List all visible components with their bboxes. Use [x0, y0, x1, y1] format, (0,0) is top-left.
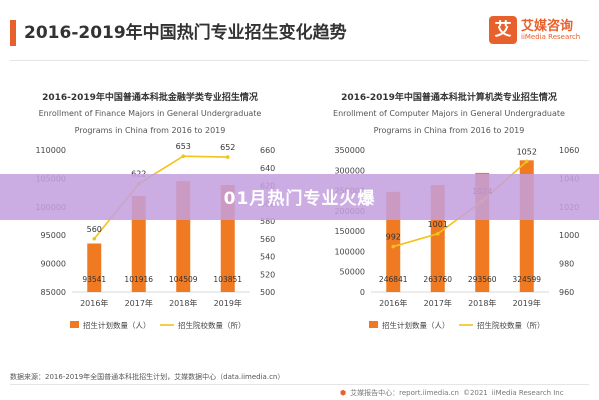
x-tick-label: 2019年	[214, 298, 242, 308]
iimedia-logo-icon: 艾	[489, 16, 517, 44]
page-title: 2016-2019年中国热门专业招生变化趋势	[24, 23, 347, 43]
x-tick-label: 2018年	[169, 298, 197, 308]
line-value-label: 1052	[517, 147, 537, 156]
iimedia-logo[interactable]: 艾 艾媒咨询 iiMedia Research	[489, 14, 589, 50]
data-source-note: 数据来源：2016-2019年全国普通本科批招生计划，艾媒数据中心（data.i…	[10, 373, 285, 381]
y-left-tick-label: 350000	[334, 146, 365, 155]
title-accent-bar	[10, 20, 16, 46]
y-left-tick-label: 110000	[35, 146, 66, 155]
logo-name-cn: 艾媒咨询	[521, 19, 574, 34]
line-point	[391, 244, 396, 249]
x-tick-label: 2018年	[468, 298, 496, 308]
y-right-tick-label: 500	[260, 288, 275, 297]
y-left-tick-label: 95000	[41, 231, 66, 240]
footer-company: iiMedia Research Inc	[491, 389, 564, 397]
y-left-tick-label: 100000	[334, 247, 365, 256]
line-value-label: 560	[87, 225, 102, 234]
footer-brand[interactable]: 艾媒报告中心：report.iimedia.cn	[350, 389, 459, 397]
x-tick-label: 2016年	[80, 298, 108, 308]
x-tick-label: 2017年	[125, 298, 153, 308]
y-left-tick-label: 85000	[41, 288, 66, 297]
y-left-tick-label: 300000	[334, 166, 365, 175]
line-value-label: 652	[220, 143, 235, 152]
line-value-label: 653	[176, 142, 191, 151]
y-left-tick-label: 0	[360, 288, 365, 297]
y-left-tick-label: 50000	[340, 268, 365, 277]
x-tick-label: 2016年	[379, 298, 407, 308]
legend-bar-swatch	[70, 321, 79, 328]
y-right-tick-label: 580	[260, 217, 275, 226]
line-point	[435, 231, 440, 236]
chart-subtitle-line: Enrollment of Computer Majors in General…	[333, 109, 565, 118]
line-point	[524, 159, 529, 164]
overlay-banner: 01月热门专业火爆	[0, 174, 599, 220]
line-point	[225, 155, 230, 159]
banner-text: 01月热门专业火爆	[223, 189, 376, 209]
footer: ⬢ 艾媒报告中心：report.iimedia.cn ©2021 iiMedia Re…	[340, 388, 568, 398]
legend-bar-label: 招生计划数量（人）	[382, 320, 450, 330]
y-right-tick-label: 960	[559, 288, 574, 297]
y-left-tick-label: 90000	[41, 260, 66, 269]
bar-value-label: 93541	[82, 275, 106, 284]
y-right-tick-label: 1060	[559, 146, 579, 155]
y-right-tick-label: 980	[559, 260, 574, 269]
legend-line-label: 招生院校数量（所）	[477, 320, 545, 330]
footer-logo-icon: ⬢	[340, 389, 347, 397]
y-right-tick-label: 560	[260, 235, 275, 244]
x-tick-label: 2019年	[513, 298, 541, 308]
y-right-tick-label: 520	[260, 270, 275, 279]
bar-value-label: 103851	[213, 275, 242, 284]
y-left-tick-label: 150000	[334, 227, 365, 236]
y-right-tick-label: 660	[260, 146, 275, 155]
chart-subtitle-line: Programs in China from 2016 to 2019	[75, 126, 226, 135]
chart-title: 2016-2019年中国普通本科批计算机类专业招生情况	[341, 91, 557, 103]
footer-divider	[10, 384, 589, 385]
line-point	[181, 154, 186, 159]
header-divider	[10, 60, 589, 61]
bar-value-label: 246841	[379, 275, 408, 284]
y-right-tick-label: 640	[260, 164, 275, 173]
y-right-tick-label: 540	[260, 253, 275, 262]
chart-subtitle-line: Enrollment of Finance Majors in General …	[39, 109, 262, 118]
footer-copyright: ©2021	[462, 389, 488, 397]
legend-line-label: 招生院校数量（所）	[178, 320, 246, 330]
bar-value-label: 263760	[423, 275, 452, 284]
line-point	[92, 236, 97, 241]
legend-bar-swatch	[369, 321, 378, 328]
legend-bar-label: 招生计划数量（人）	[83, 320, 151, 330]
chart-title: 2016-2019年中国普通本科批金融学类专业招生情况	[42, 91, 258, 103]
bar	[87, 243, 102, 292]
chart-subtitle-line: Programs in China from 2016 to 2019	[374, 126, 525, 135]
bar-value-label: 324599	[512, 275, 541, 284]
bar-value-label: 293560	[468, 275, 497, 284]
x-tick-label: 2017年	[424, 298, 452, 308]
bar-value-label: 101916	[124, 275, 153, 284]
bar-value-label: 104509	[169, 275, 198, 284]
line-value-label: 1001	[428, 220, 448, 229]
y-right-tick-label: 1000	[559, 231, 579, 240]
logo-name-en: iiMedia Research	[521, 33, 581, 41]
line-value-label: 992	[386, 233, 401, 242]
